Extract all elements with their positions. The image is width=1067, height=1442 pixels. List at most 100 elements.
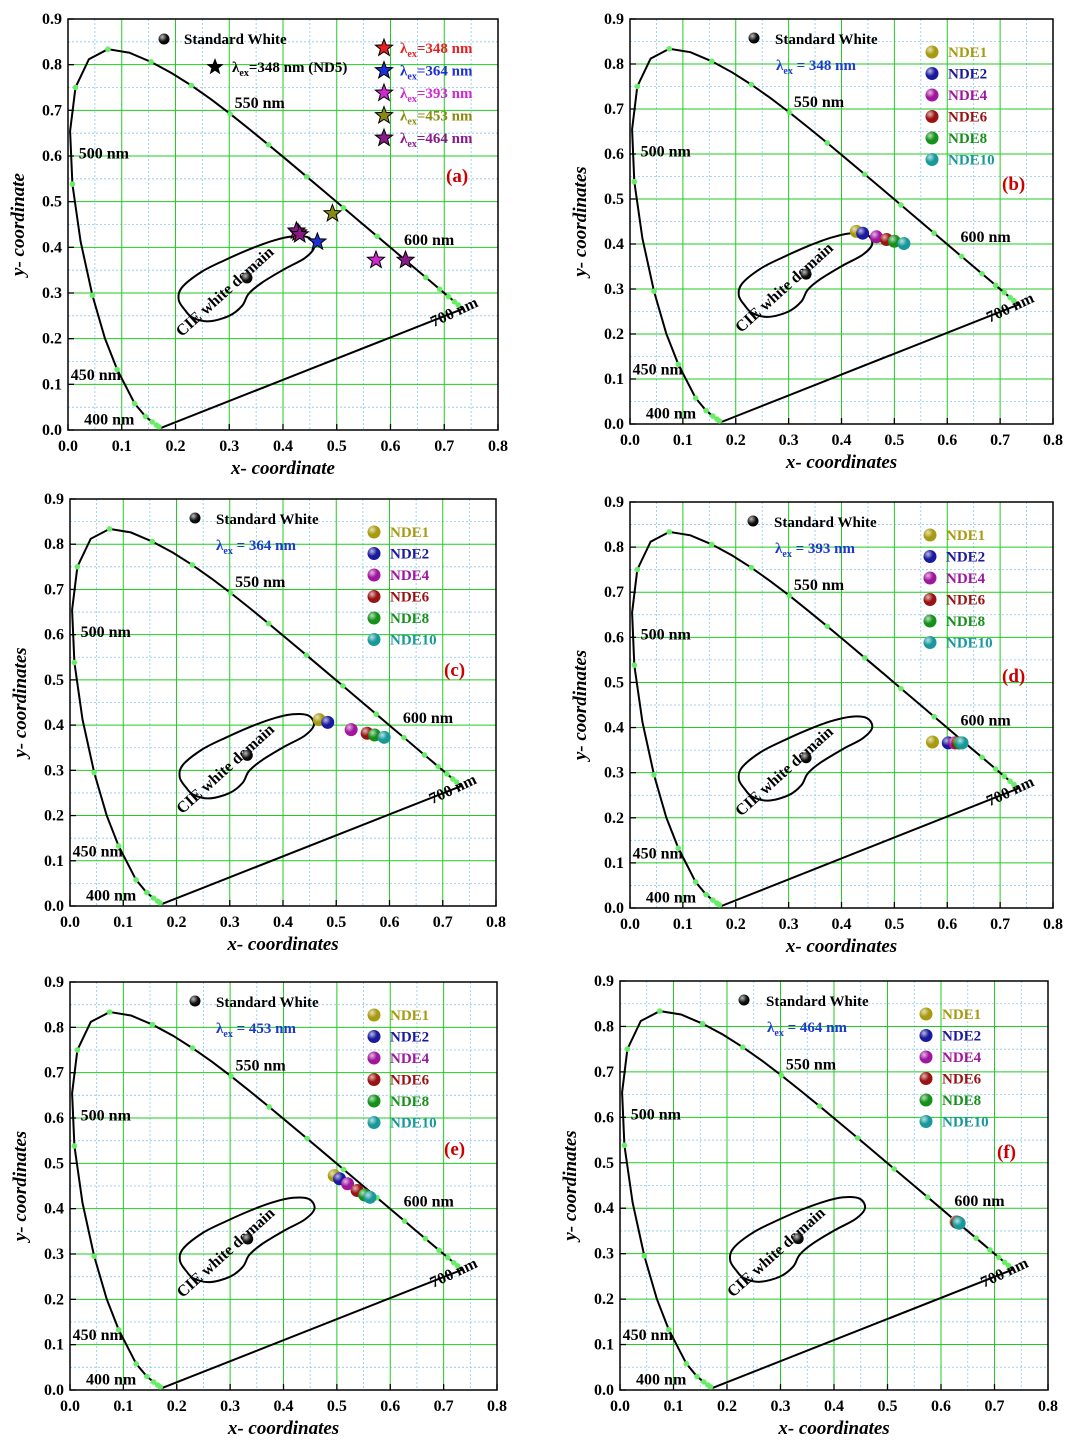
- wavelength-label: 400 nm: [636, 1372, 687, 1389]
- locus-point: [423, 274, 429, 281]
- legend-label: NDE6: [942, 1072, 982, 1088]
- chart-panel-b: 0.0 0.1 0.2 0.3 0.4 0.5 0.6 0.7 0.8 0.0 0.1 0.2 0.3 0…: [570, 11, 1063, 473]
- locus-point: [786, 592, 793, 599]
- y-axis-label: y- coordinates: [570, 650, 591, 762]
- legend-label: NDE10: [390, 1116, 437, 1132]
- line-of-purples: [161, 307, 464, 429]
- locus-point: [748, 81, 755, 88]
- standard-white-label: Standard White: [766, 994, 869, 1010]
- y-axis-label: y- coordinates: [10, 647, 31, 759]
- y-tick-label: 0.2: [594, 1291, 614, 1308]
- y-axis-label: y- coordinates: [10, 1131, 31, 1243]
- legend-label: NDE4: [942, 1050, 982, 1066]
- x-tick-label: 0.4: [273, 914, 293, 931]
- standard-white-label: Standard White: [216, 995, 319, 1011]
- locus-point: [1011, 781, 1017, 788]
- locus-point: [227, 590, 234, 596]
- y-tick-label: 0.5: [44, 1155, 64, 1172]
- locus-point: [71, 1143, 78, 1149]
- standard-white-legend-marker: [748, 32, 760, 44]
- locus-point: [708, 58, 715, 65]
- y-tick-label: 0.4: [604, 720, 624, 737]
- y-tick-label: 0.0: [42, 422, 62, 439]
- locus-point: [131, 400, 138, 407]
- x-tick-label: 0.2: [726, 432, 746, 449]
- locus-point: [703, 891, 709, 898]
- data-point-ball: [321, 715, 335, 729]
- x-tick-label: 0.5: [327, 1398, 347, 1415]
- locus-point: [694, 1373, 700, 1380]
- x-tick-label: 0.0: [58, 438, 78, 455]
- x-tick-label: 0.8: [1043, 916, 1063, 933]
- legend-ball-marker: [367, 568, 381, 582]
- legend-ball-marker: [919, 1029, 933, 1042]
- wavelength-label: 550 nm: [235, 574, 286, 591]
- x-tick-label: 0.7: [434, 1398, 454, 1415]
- locus-point: [453, 779, 460, 785]
- locus-point: [675, 845, 682, 851]
- locus-point: [700, 1379, 707, 1385]
- y-tick-label: 0.9: [44, 491, 64, 508]
- panel-label: (c): [444, 660, 465, 681]
- data-point-star: [307, 231, 328, 251]
- locus-point: [634, 566, 641, 573]
- x-tick-label: 0.0: [620, 916, 640, 933]
- wavelength-label: 400 nm: [84, 412, 135, 429]
- y-tick-label: 0.1: [594, 1337, 614, 1354]
- wavelength-label: 450 nm: [633, 845, 684, 862]
- x-tick-label: 0.3: [779, 916, 799, 933]
- standard-white-label: Standard White: [774, 515, 877, 531]
- x-tick-label: 0.7: [990, 916, 1010, 933]
- x-tick-label: 0.1: [673, 916, 693, 933]
- x-tick-label: 0.1: [664, 1398, 684, 1415]
- cie-white-domain: [178, 712, 316, 800]
- y-axis-label: y- coordinates: [560, 1130, 581, 1242]
- wavelength-label: 500 nm: [79, 145, 130, 162]
- x-tick-label: 0.3: [220, 914, 240, 931]
- locus-point: [631, 178, 638, 185]
- legend-label: NDE10: [948, 153, 995, 169]
- locus-point: [436, 286, 443, 293]
- y-tick-label: 0.6: [44, 627, 64, 644]
- y-tick-label: 0.7: [44, 581, 64, 598]
- legend-ball-marker: [925, 88, 939, 102]
- cie-white-domain: [737, 231, 874, 318]
- wavelength-label: 450 nm: [73, 843, 124, 860]
- locus-point: [854, 1135, 861, 1141]
- locus-point: [651, 772, 657, 778]
- x-tick-label: 0.3: [779, 432, 799, 449]
- locus-point: [373, 711, 380, 717]
- x-tick-label: 0.4: [832, 916, 852, 933]
- locus-point: [992, 282, 999, 289]
- legend-ball-marker: [923, 593, 937, 606]
- legend-label: λex=364 nm: [400, 64, 473, 83]
- locus-point: [714, 416, 720, 422]
- x-axis-label: x- coordinate: [230, 458, 336, 479]
- excitation-label: λex = 464 nm: [767, 1020, 847, 1039]
- wavelength-label: 400 nm: [646, 406, 697, 423]
- legend-label: NDE4: [946, 571, 986, 587]
- wavelength-label: 600 nm: [403, 710, 454, 727]
- legend-ball-marker: [919, 1007, 933, 1021]
- wavelength-label: 550 nm: [786, 1057, 837, 1074]
- wavelength-label: 400 nm: [86, 1372, 137, 1389]
- x-axis-label: x- coordinates: [777, 1418, 889, 1439]
- legend-star-marker: [374, 37, 394, 57]
- locus-point: [445, 1254, 451, 1261]
- y-tick-label: 0.8: [42, 57, 62, 74]
- panel-label: (b): [1002, 174, 1025, 195]
- standard-white-point: [242, 1233, 254, 1245]
- wavelength-label: 500 nm: [631, 1107, 682, 1124]
- y-tick-label: 0.3: [44, 762, 64, 779]
- locus-point: [666, 529, 673, 535]
- y-tick-label: 0.6: [604, 629, 624, 646]
- y-axis-label: y- coordinate: [8, 172, 29, 277]
- locus-point: [340, 683, 346, 689]
- x-tick-label: 0.2: [167, 914, 187, 931]
- locus-point: [374, 233, 380, 240]
- locus-point: [708, 541, 715, 548]
- x-tick-label: 0.1: [113, 914, 133, 931]
- excitation-label: λex = 364 nm: [216, 538, 296, 557]
- locus-point: [692, 879, 699, 885]
